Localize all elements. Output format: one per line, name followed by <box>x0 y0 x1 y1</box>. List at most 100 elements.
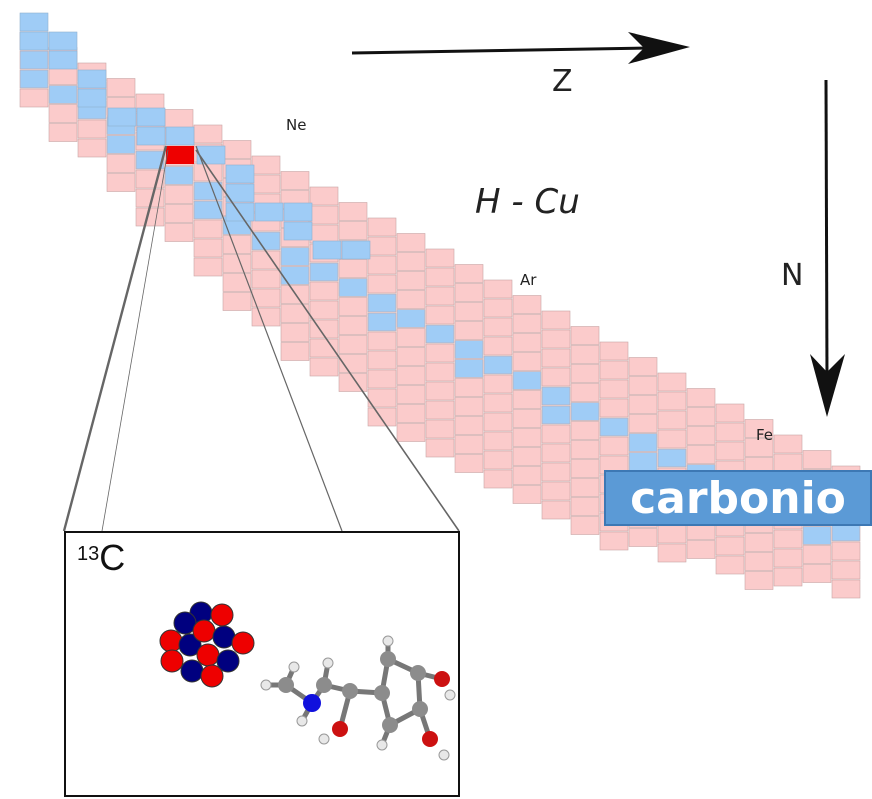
nuclide-cell <box>541 481 571 501</box>
stable-nuclide-cell <box>338 278 368 297</box>
nuclide-cell <box>628 528 658 547</box>
nuclide-cell <box>425 381 455 401</box>
stable-nuclide-cell <box>280 266 310 285</box>
stable-nuclide-cell <box>599 417 629 437</box>
nuclide-cell <box>802 545 832 564</box>
stable-nuclide-cell <box>196 145 226 165</box>
nuclide-cell <box>338 316 368 335</box>
nuclide-cell <box>570 440 600 459</box>
nuclide-cell <box>483 450 513 470</box>
nuclide-cell <box>802 564 832 583</box>
nuclide-cell <box>367 331 397 351</box>
nuclide-cell <box>512 466 542 485</box>
stable-nuclide-cell <box>48 31 78 51</box>
nuclide-cell <box>338 221 368 240</box>
nuclide-cell <box>309 186 339 206</box>
nuclide-cell <box>570 326 600 345</box>
nuclide-cell <box>512 428 542 447</box>
stable-nuclide-cell <box>512 371 542 390</box>
stable-nuclide-cell <box>396 309 426 328</box>
stable-nuclide-cell <box>425 324 455 344</box>
nuclide-cell <box>570 421 600 440</box>
stable-nuclide-cell <box>280 247 310 266</box>
nuclide-cell <box>367 236 397 256</box>
stable-nuclide-cell <box>136 107 166 127</box>
n-axis-arrow-head <box>810 354 845 417</box>
stable-nuclide-cell <box>107 107 137 127</box>
nuclide-cell <box>309 357 339 377</box>
nuclide-cell <box>773 548 803 568</box>
stable-nuclide-cell <box>193 200 223 220</box>
stable-nuclide-cell <box>225 164 255 184</box>
nuclide-cell <box>367 369 397 389</box>
stable-nuclide-cell <box>541 386 571 406</box>
nuclide-cell <box>280 323 310 342</box>
nuclide-cell <box>657 429 687 449</box>
nuclide-cell <box>425 286 455 306</box>
stable-nuclide-cell <box>312 240 342 260</box>
nuclide-cell <box>425 343 455 363</box>
stable-nuclide-cell <box>454 359 484 378</box>
nuclide-cell <box>570 497 600 516</box>
nuclide-cell <box>164 185 194 204</box>
nuclide-cell <box>512 485 542 504</box>
stable-nuclide-cell <box>628 452 658 471</box>
nuclide-cell <box>483 317 513 337</box>
nuclide-cell <box>657 543 687 563</box>
nuclide-cell <box>541 310 571 330</box>
nuclide-cell <box>454 435 484 454</box>
nuclide-cell <box>309 338 339 358</box>
z-axis-arrow-head <box>628 32 690 64</box>
nuclide-cell <box>164 204 194 223</box>
nuclide-cell <box>686 407 716 426</box>
nuclide-cell <box>338 202 368 221</box>
nuclide-cell <box>106 154 136 173</box>
nuclide-cell <box>831 560 861 580</box>
stable-nuclide-cell <box>19 31 49 51</box>
stable-nuclide-cell <box>254 202 284 222</box>
isotope-element-symbol: C <box>99 537 126 578</box>
nuclide-cell <box>396 404 426 423</box>
nuclide-cell <box>599 531 629 551</box>
nuclide-cell <box>541 443 571 463</box>
nuclide-cell <box>512 352 542 371</box>
nuclide-cell <box>106 78 136 97</box>
nucleus-icon <box>159 601 255 688</box>
highlighted-nuclide-cell <box>166 146 194 164</box>
stable-nuclide-cell <box>454 340 484 359</box>
nuclide-cell <box>541 329 571 349</box>
nuclide-cell <box>77 119 107 139</box>
nuclide-cell <box>454 454 484 473</box>
n-axis-label: N <box>781 258 804 293</box>
nuclide-cell <box>831 541 861 561</box>
nuclide-cell <box>599 398 629 418</box>
stable-nuclide-cell <box>135 150 165 170</box>
nuclide-cell <box>541 367 571 387</box>
nuclide-cell <box>541 424 571 444</box>
nuclide-cell <box>512 295 542 314</box>
nuclide-cell <box>483 469 513 489</box>
z-axis-label: Z <box>552 64 573 99</box>
z-axis-arrow-line <box>351 46 651 55</box>
element-label-ar: Ar <box>520 271 537 289</box>
nuclide-cell <box>425 305 455 325</box>
nuclide-cell <box>251 155 281 175</box>
nuclide-cell <box>744 552 774 571</box>
stable-nuclide-cell <box>225 202 255 222</box>
nuclide-cell <box>396 423 426 442</box>
stable-nuclide-cell <box>283 202 313 222</box>
stable-nuclide-cell <box>802 526 832 545</box>
nuclide-cell <box>628 414 658 433</box>
stable-nuclide-cell <box>165 126 195 146</box>
nuclide-cell <box>193 238 223 258</box>
molecule-icon <box>260 635 456 761</box>
zoom-line <box>62 145 168 532</box>
nuclide-cell <box>686 388 716 407</box>
stable-nuclide-cell <box>106 135 136 154</box>
stable-nuclide-cell <box>309 262 339 282</box>
nuclide-cell <box>309 224 339 244</box>
nuclide-cell <box>628 376 658 395</box>
nuclide-cell <box>425 248 455 268</box>
nuclide-cell <box>164 223 194 242</box>
nuclide-cell <box>744 419 774 438</box>
